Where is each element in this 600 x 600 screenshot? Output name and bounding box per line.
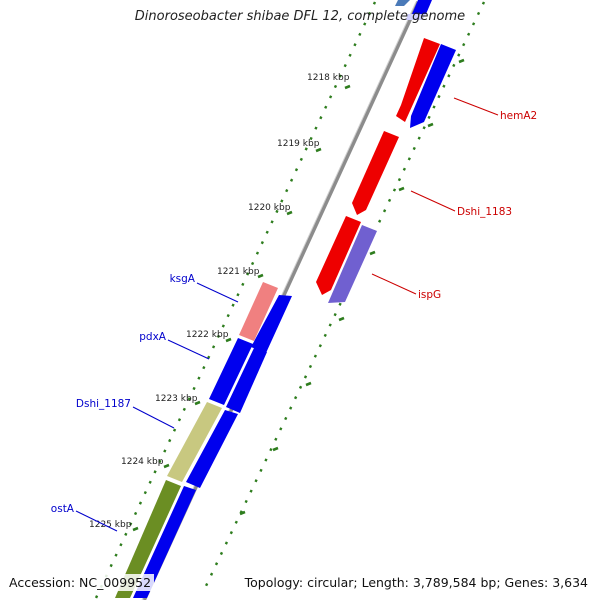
tick-label: 1224 kbp [121, 457, 164, 467]
tick-mark [427, 122, 434, 128]
tick-mark [338, 316, 345, 322]
label-leader-ostA [75, 510, 118, 532]
tick-mark [239, 510, 246, 516]
tick-mark [257, 273, 264, 279]
gene-reverse-ispG-neighbor [316, 216, 361, 295]
label-leader-ksgA [196, 282, 239, 303]
gene-label-hemA2: hemA2 [500, 110, 537, 122]
tick-mark [305, 381, 312, 387]
tick-label: 1218 kbp [307, 73, 350, 83]
gene-forward-left [186, 410, 238, 488]
gene-ostA [115, 480, 181, 598]
gene-forward-left [226, 348, 267, 413]
tick-mark [225, 337, 232, 343]
gene-Dshi_1187 [167, 402, 222, 482]
label-leader-pdxA [167, 339, 210, 360]
outer-dotted-track [203, 1, 486, 589]
gene-forward-right [410, 44, 456, 128]
gene-top-partial [395, 0, 410, 6]
gene-forward-left [251, 295, 292, 353]
tick-label: 1221 kbp [217, 267, 260, 277]
gene-top-shadow [406, 14, 426, 20]
tick-label: 1220 kbp [248, 203, 291, 213]
gene-label-pdxA: pdxA [139, 331, 167, 343]
tick-mark [194, 400, 201, 406]
gene-label-ispG: ispG [418, 289, 441, 301]
gene-Dshi_1183 [352, 131, 399, 215]
tick-mark [398, 186, 405, 192]
gene-ispG [328, 225, 377, 303]
label-leader-hemA2 [453, 97, 499, 116]
tick-mark [286, 210, 293, 216]
gene-label-Dshi_1187: Dshi_1187 [76, 398, 131, 410]
accession-text: Accession: NC_009952 [6, 574, 155, 591]
tick-marks [132, 58, 465, 532]
tick-label: 1219 kbp [277, 139, 320, 149]
gene-ksgA [239, 282, 278, 341]
genome-title: Dinoroseobacter shibae DFL 12, complete … [134, 9, 466, 24]
tick-mark [272, 446, 279, 452]
tick-label: 1225 kbp [89, 520, 132, 530]
tick-mark [132, 526, 139, 532]
tick-label: 1222 kbp [186, 330, 229, 340]
gene-label-ksgA: ksgA [170, 273, 196, 285]
gene-top-partial [412, 0, 432, 14]
tick-mark [163, 463, 170, 469]
gene-label-Dshi_1183: Dshi_1183 [457, 206, 512, 218]
gene-pdxA [209, 338, 253, 405]
tick-mark [315, 147, 322, 153]
tick-mark [458, 58, 465, 64]
gene-hemA2 [396, 38, 440, 122]
tick-mark [344, 84, 351, 90]
gene-label-ostA: ostA [51, 503, 75, 515]
tick-label: 1223 kbp [155, 394, 198, 404]
label-leader-Dshi_1187 [132, 406, 175, 429]
gene-forward-left [133, 486, 196, 598]
topology-text: Topology: circular; Length: 3,789,584 bp… [242, 574, 590, 591]
label-leader-ispG [371, 273, 417, 295]
tick-mark [369, 250, 376, 256]
label-leader-Dshi_1183 [410, 190, 456, 212]
